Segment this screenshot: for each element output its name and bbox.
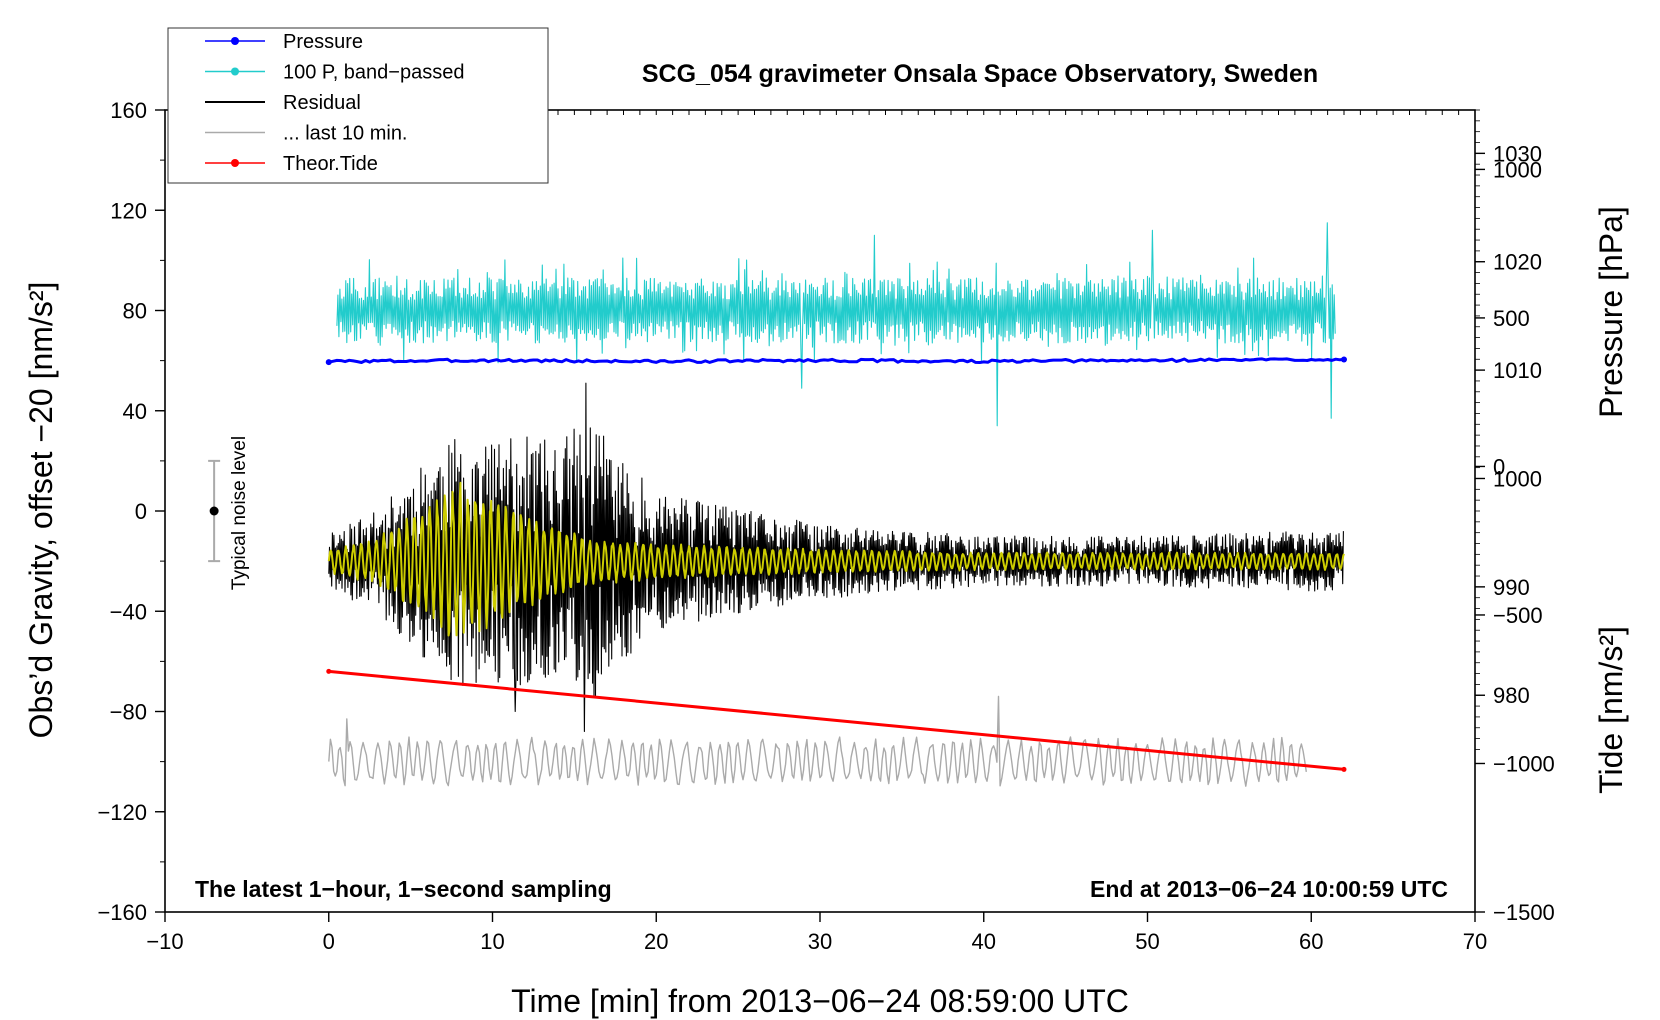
tide-tick-label: −1000 xyxy=(1493,751,1555,776)
y-tick-label-left: 0 xyxy=(135,499,147,524)
noise-bar-label: Typical noise level xyxy=(229,436,250,590)
pressure-tick-label: 990 xyxy=(1493,575,1530,600)
series-last-10-min xyxy=(328,695,1307,787)
y-axis-label-pressure: Pressure [hPa] xyxy=(1593,206,1629,418)
x-axis-label: Time [min] from 2013−06−24 08:59:00 UTC xyxy=(511,983,1129,1019)
pressure-tick-label: 1000 xyxy=(1493,466,1542,491)
legend-marker xyxy=(231,37,239,45)
series-pressure xyxy=(328,357,1345,364)
legend: Pressure 100 P, band−passed Residual ... la… xyxy=(167,27,549,184)
pressure-tick-label: 1030 xyxy=(1493,141,1542,166)
legend-label: Residual xyxy=(283,92,361,114)
legend-label: 100 P, band−passed xyxy=(283,62,464,84)
series-filtered-residual xyxy=(327,481,1345,637)
x-tick-label: 0 xyxy=(323,929,335,954)
noise-bar-center-dot xyxy=(209,506,219,516)
legend-box xyxy=(167,27,549,184)
x-tick-label: 30 xyxy=(808,929,832,954)
legend-marker xyxy=(231,159,239,167)
annotation-bottom-left: The latest 1−hour, 1−second sampling xyxy=(195,876,612,902)
ticks-layer: −10 0 10 20 30 40 50 60 7016012080400−40−80−120−… xyxy=(97,98,1554,954)
y-tick-label-left: −80 xyxy=(110,700,147,725)
x-tick-label: 10 xyxy=(480,929,504,954)
x-tick-label: −10 xyxy=(146,929,183,954)
x-tick-label: 40 xyxy=(972,929,996,954)
tide-tick-label: −500 xyxy=(1493,603,1543,628)
series-100p-band-passed xyxy=(336,222,1336,427)
tide-tick-label: 500 xyxy=(1493,306,1530,331)
y-tick-label-left: 80 xyxy=(123,299,147,324)
chart-title: SCG_054 gravimeter Onsala Space Observat… xyxy=(642,60,1318,88)
y-tick-label-left: −160 xyxy=(97,900,147,925)
tide-tick-label: 1000 xyxy=(1493,157,1542,182)
x-tick-label: 50 xyxy=(1135,929,1159,954)
x-tick-label: 60 xyxy=(1299,929,1323,954)
pressure-tick-label: 1020 xyxy=(1493,250,1542,275)
pressure-tick-label: 1010 xyxy=(1493,358,1542,383)
y-tick-label-left: 120 xyxy=(110,198,147,223)
noise-level-bar: Typical noise level xyxy=(208,436,250,590)
series-layer xyxy=(325,222,1347,787)
annotation-bottom-right: End at 2013−06−24 10:00:59 UTC xyxy=(1090,876,1448,902)
tide-start-marker xyxy=(326,668,332,674)
tide-tick-label: 0 xyxy=(1493,454,1505,479)
y-axis-label-tide: Tide [nm/s²] xyxy=(1593,626,1629,794)
y-tick-label-left: −120 xyxy=(97,800,147,825)
legend-label: Pressure xyxy=(283,31,363,53)
tide-tick-label: −1500 xyxy=(1493,900,1555,925)
y-axis-label-left: Obs’d Gravity, offset −20 [nm/s²] xyxy=(23,282,59,739)
pressure-start-marker xyxy=(325,359,332,366)
legend-label: Theor.Tide xyxy=(283,153,378,175)
tide-end-marker xyxy=(1341,766,1347,772)
x-tick-label: 20 xyxy=(644,929,668,954)
series-theor-tide xyxy=(328,669,1345,771)
y-tick-label-left: −40 xyxy=(110,599,147,624)
y-tick-label-left: 40 xyxy=(123,399,147,424)
x-tick-label: 70 xyxy=(1463,929,1487,954)
pressure-end-marker xyxy=(1341,356,1347,363)
y-tick-label-left: 160 xyxy=(110,98,147,123)
pressure-tick-label: 980 xyxy=(1493,683,1530,708)
legend-marker xyxy=(231,67,239,76)
legend-label: ... last 10 min. xyxy=(283,123,408,145)
